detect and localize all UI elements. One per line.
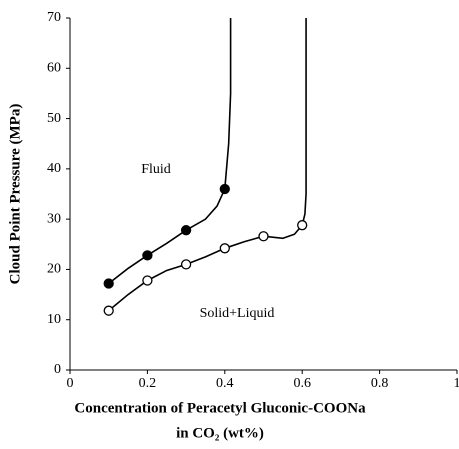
curve [108,18,307,312]
y-tick-label: 40 [47,161,61,176]
x-tick-label: 0.6 [293,376,311,391]
point [142,250,153,261]
y-tick-label: 20 [47,262,61,277]
y-tick-label: 60 [47,61,61,76]
y-tick-label: 50 [47,111,61,126]
x-tick-label: 0.4 [216,376,234,391]
point [103,305,114,316]
annotation: Solid+Liquid [200,306,275,321]
y-axis-label: Cloud Point Pressure (MPa) [7,104,23,285]
y-tick-label: 10 [47,312,61,327]
annotation: Fluid [141,162,171,177]
point [142,275,153,286]
y-tick-label: 0 [54,362,61,377]
point [258,231,269,242]
point [103,278,114,289]
point [297,220,308,231]
point [180,225,192,236]
x-tick-label: 0.8 [371,376,389,391]
curve [108,18,232,285]
x-tick-label: 0.2 [139,376,157,391]
x-axis-label: in CO₂ (wt%) [176,425,264,441]
point [180,259,192,270]
x-tick-label: 1 [454,376,459,391]
y-tick-label: 30 [47,211,61,226]
point [219,183,230,195]
x-axis-label: Concentration of Peracetyl Gluconic-COON… [74,400,366,416]
y-tick-label: 70 [47,10,61,25]
point [219,243,230,254]
x-tick-label: 0 [67,376,74,391]
